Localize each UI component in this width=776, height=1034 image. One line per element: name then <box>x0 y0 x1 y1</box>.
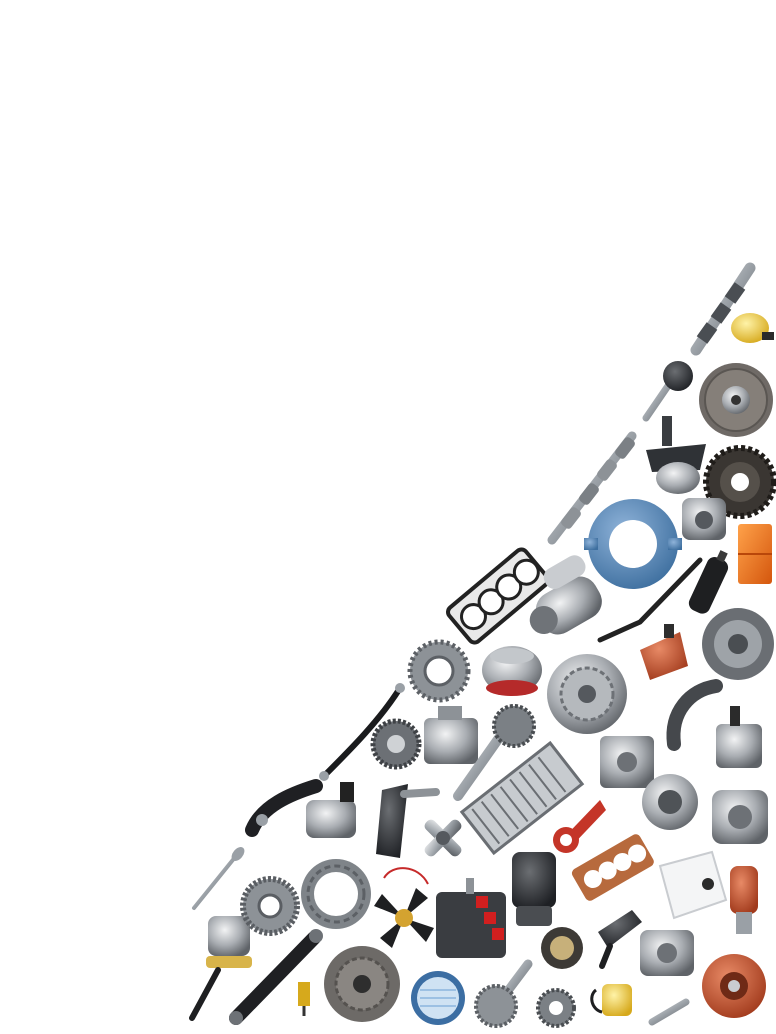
bearing-ring-part <box>301 859 371 929</box>
brake-drum-part <box>702 608 774 680</box>
bevel-gear-part <box>703 445 776 519</box>
pressure-plate-part <box>547 654 627 734</box>
radiator-core-part <box>459 740 585 856</box>
carburetor-part <box>600 736 654 788</box>
universal-joint-part <box>424 819 462 857</box>
alternator-part <box>642 774 698 830</box>
air-valve-part <box>716 706 762 768</box>
control-valve-part <box>436 878 506 958</box>
crankshaft-part <box>547 431 637 545</box>
diesel-pump-part <box>702 954 766 1018</box>
cylinder-head-gasket-part <box>446 547 550 645</box>
engine-valve-part <box>192 847 245 910</box>
ball-joint-part <box>642 361 693 422</box>
relay-valve-part <box>640 624 688 680</box>
power-steering-pump-part <box>512 852 556 926</box>
fuel-injector-pump-part <box>424 706 478 764</box>
oil-filter-cap-part <box>731 313 774 343</box>
washer-pump-part <box>688 550 729 614</box>
input-shaft-part <box>453 704 536 801</box>
head-gasket-part <box>571 834 654 901</box>
hydraulic-hose-part <box>319 683 405 781</box>
coolant-tank-part <box>658 850 728 920</box>
drive-shaft-part <box>690 262 756 356</box>
small-gear-part <box>536 988 576 1028</box>
shock-absorber-part <box>229 929 323 1025</box>
sprocket-gear-part <box>407 639 471 703</box>
water-pump-part <box>482 646 542 696</box>
pump-housing-part <box>682 498 726 540</box>
clutch-disc-part <box>699 363 773 437</box>
door-handle-part <box>245 779 323 837</box>
headlight-part <box>411 971 465 1025</box>
oil-reservoir-part <box>590 984 632 1016</box>
mounting-bracket-part <box>598 910 642 969</box>
brake-valve-part <box>306 782 356 838</box>
slack-adjuster-part <box>553 800 606 853</box>
wiper-arm-part <box>597 557 703 643</box>
solenoid-part <box>730 866 758 934</box>
starter-motor-part <box>529 555 602 635</box>
brake-booster-part <box>646 416 706 494</box>
synchro-ring-part <box>541 927 583 969</box>
brake-shoe-part <box>666 679 723 751</box>
reflector-part <box>738 524 772 584</box>
tie-rod-end-part <box>376 784 440 858</box>
pinion-shaft-part <box>474 959 533 1028</box>
transfer-pump-part <box>189 916 252 1021</box>
clutch-plate-part <box>324 946 400 1022</box>
spark-plug-part <box>648 998 690 1026</box>
hydraulic-pump-part <box>712 790 768 844</box>
brake-master-cylinder-part <box>640 930 694 976</box>
cooling-fan-part <box>374 867 434 948</box>
temperature-sensor-part <box>298 982 310 1016</box>
friction-plate-part <box>584 499 682 589</box>
timing-gear-part <box>240 876 300 936</box>
spline-gear-part <box>370 718 422 770</box>
